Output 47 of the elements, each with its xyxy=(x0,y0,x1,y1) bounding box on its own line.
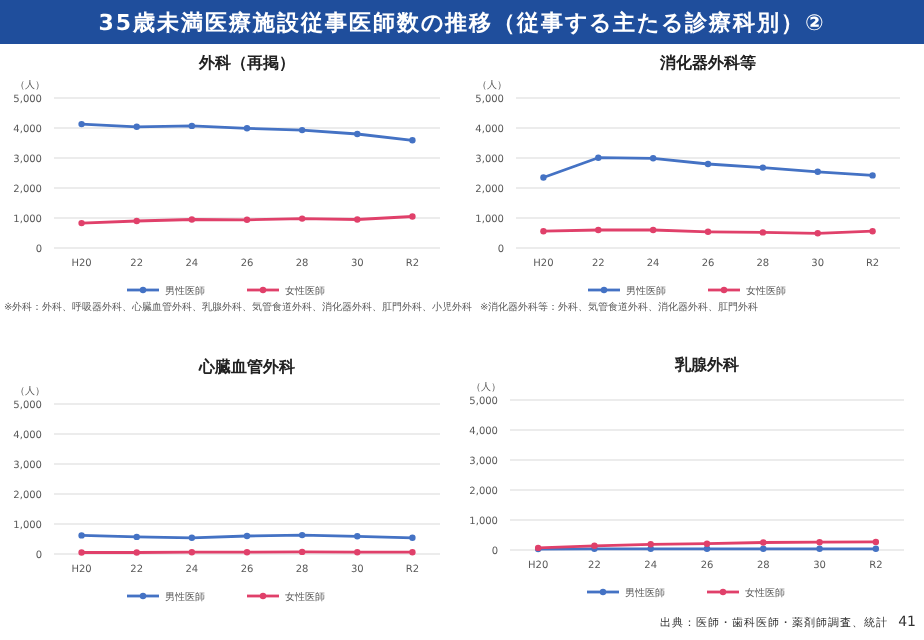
point xyxy=(649,155,657,162)
point xyxy=(540,174,547,181)
point xyxy=(704,228,712,235)
point xyxy=(243,549,251,556)
chart-title: 乳腺外科 xyxy=(673,356,739,374)
point xyxy=(869,172,876,179)
chart-title: 消化器外科等 xyxy=(658,54,756,72)
point xyxy=(759,164,767,171)
chart-title: 外科（再掲） xyxy=(197,54,295,72)
point xyxy=(649,226,657,234)
point xyxy=(298,548,306,556)
chart-title: 心臓血管外科 xyxy=(197,356,295,376)
point xyxy=(133,549,140,556)
point xyxy=(133,217,140,225)
point xyxy=(814,230,821,237)
point xyxy=(133,123,140,130)
point xyxy=(298,215,306,222)
point xyxy=(354,216,361,223)
point xyxy=(298,126,306,134)
point xyxy=(78,219,85,227)
point xyxy=(188,216,196,223)
point xyxy=(409,534,416,541)
point xyxy=(354,130,361,138)
point xyxy=(78,120,85,128)
point xyxy=(704,160,712,168)
point xyxy=(78,549,85,556)
point xyxy=(188,534,196,541)
point xyxy=(869,228,876,235)
point xyxy=(540,228,547,235)
point xyxy=(133,533,140,541)
point xyxy=(595,154,602,161)
point xyxy=(243,216,251,223)
point xyxy=(243,125,251,132)
point xyxy=(759,229,767,236)
text: 35歳未満医療施設従事医師数の推移（従事する主たる診療科別）② xyxy=(98,10,826,36)
point xyxy=(298,531,306,539)
point xyxy=(409,137,416,144)
point xyxy=(188,122,196,130)
point xyxy=(78,532,85,539)
point xyxy=(188,549,196,556)
point xyxy=(595,226,602,234)
point xyxy=(354,549,361,556)
point xyxy=(243,532,251,540)
point xyxy=(409,549,416,556)
point xyxy=(409,213,416,220)
point xyxy=(354,533,361,540)
point xyxy=(814,168,821,175)
